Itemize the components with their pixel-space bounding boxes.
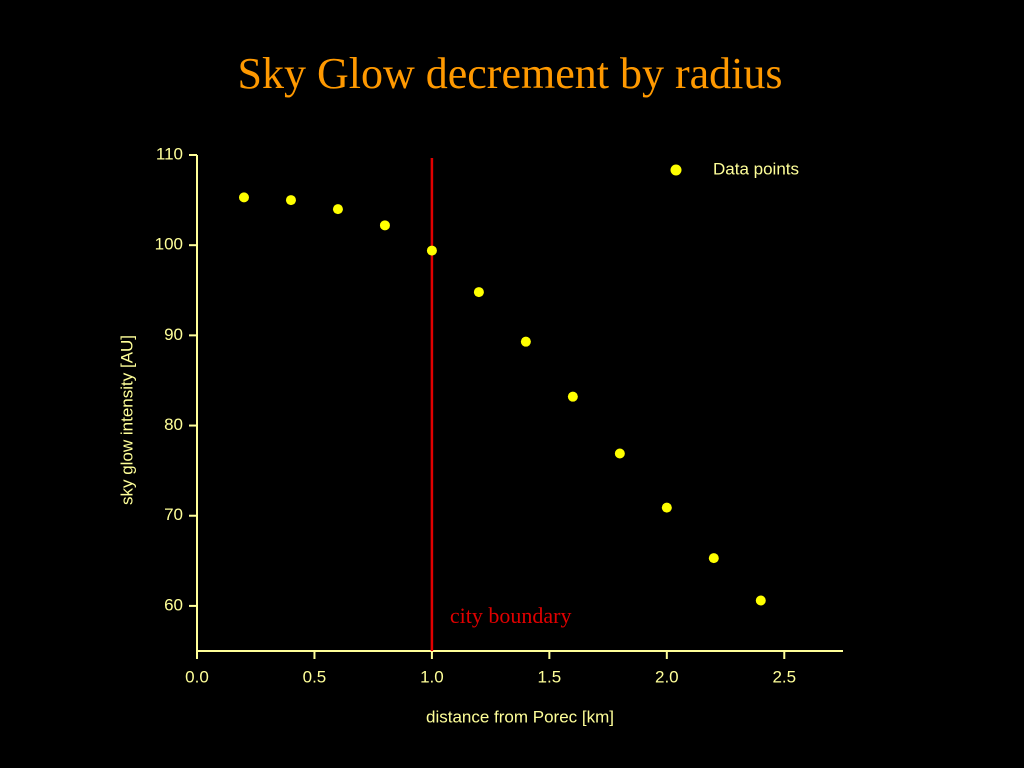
y-axis-label: sky glow intensity [AU] bbox=[117, 335, 136, 505]
y-tick-label: 70 bbox=[164, 505, 183, 524]
annotation-text: city boundary bbox=[450, 603, 572, 628]
data-point bbox=[238, 192, 249, 203]
data-point bbox=[379, 220, 390, 231]
data-point bbox=[708, 553, 719, 564]
data-point bbox=[567, 391, 578, 402]
data-point bbox=[426, 245, 437, 256]
data-point bbox=[755, 595, 766, 606]
data-point bbox=[285, 195, 296, 206]
data-point bbox=[473, 287, 484, 298]
data-point bbox=[614, 448, 625, 459]
chart-title: Sky Glow decrement by radius bbox=[238, 49, 783, 98]
data-point bbox=[520, 336, 531, 347]
data-point bbox=[661, 502, 672, 513]
x-tick-label: 2.0 bbox=[655, 667, 679, 686]
x-tick-label: 2.5 bbox=[772, 667, 796, 686]
x-axis-label: distance from Porec [km] bbox=[426, 707, 614, 726]
x-tick-label: 1.5 bbox=[538, 667, 562, 686]
legend-label: Data points bbox=[713, 159, 799, 178]
x-tick-label: 0.0 bbox=[185, 667, 209, 686]
y-tick-label: 110 bbox=[156, 144, 183, 163]
data-point bbox=[332, 204, 343, 215]
y-tick-label: 80 bbox=[164, 415, 183, 434]
x-tick-label: 1.0 bbox=[420, 667, 444, 686]
y-tick-label: 60 bbox=[164, 595, 183, 614]
x-tick-label: 0.5 bbox=[303, 667, 327, 686]
y-tick-label: 100 bbox=[155, 235, 183, 254]
y-tick-label: 90 bbox=[164, 325, 183, 344]
legend-marker bbox=[670, 164, 682, 176]
